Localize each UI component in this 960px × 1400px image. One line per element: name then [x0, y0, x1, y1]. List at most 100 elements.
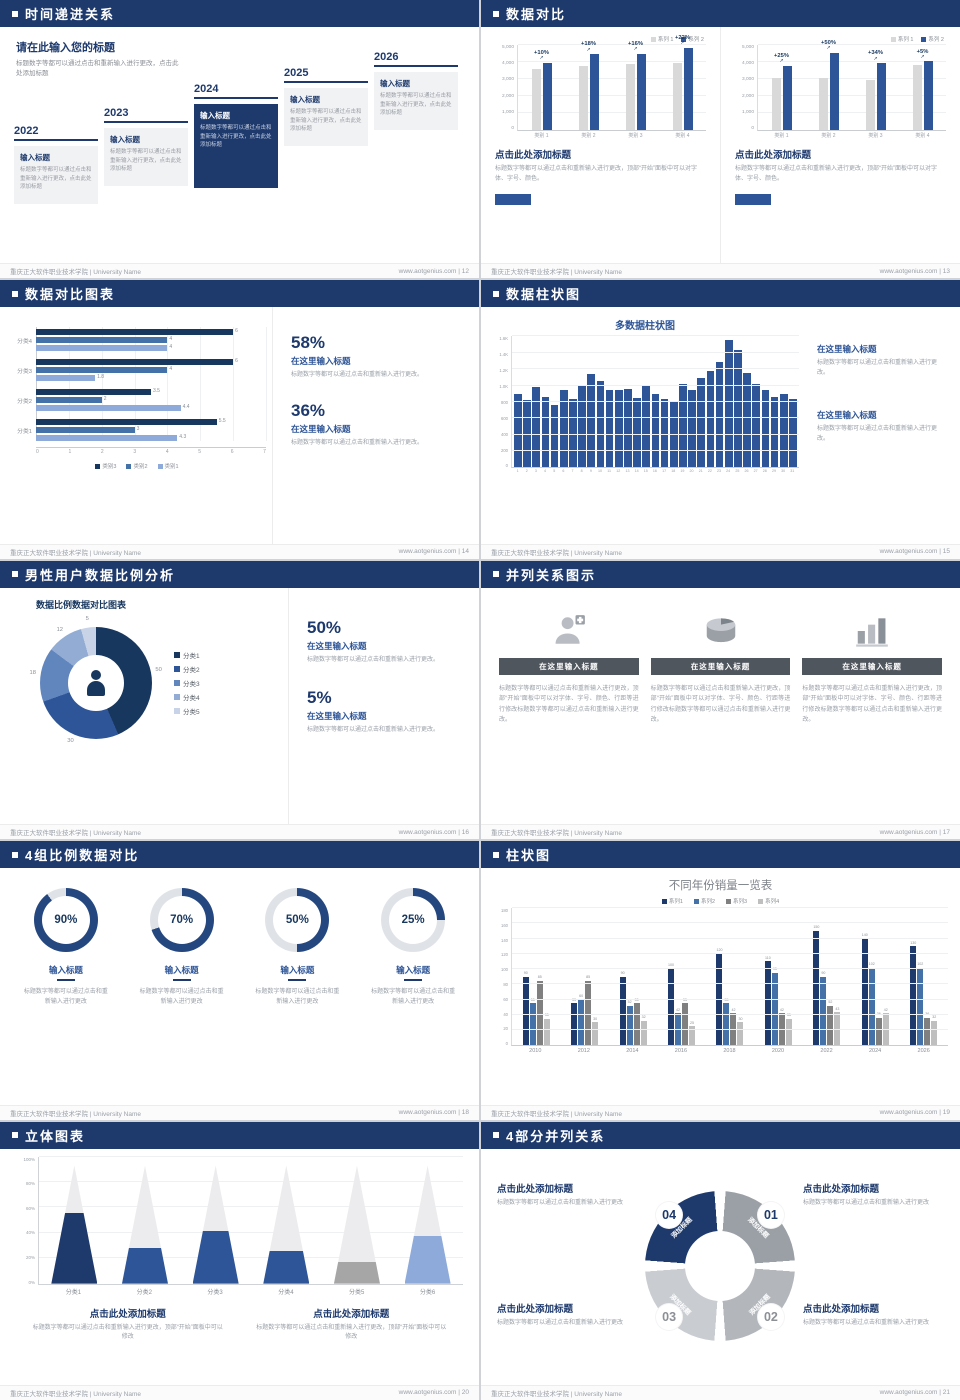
bar[interactable]	[668, 969, 675, 1046]
bar[interactable]	[651, 393, 660, 468]
bar[interactable]	[672, 62, 682, 130]
bar[interactable]	[724, 339, 733, 468]
slide-19[interactable]: 柱状图 不同年份销量一览表 系列1 系列2 系列3 系列4 180 160 140 120 1…	[481, 841, 960, 1120]
bar[interactable]	[689, 1026, 696, 1046]
bar[interactable]	[875, 1017, 882, 1046]
bar[interactable]	[924, 1017, 931, 1046]
bar[interactable]	[596, 380, 605, 468]
bar[interactable]	[550, 405, 559, 468]
bar[interactable]	[642, 384, 651, 468]
bar[interactable]	[813, 931, 820, 1046]
bar[interactable]	[737, 1022, 744, 1046]
slide-20[interactable]: 立体图表 100% 80% 60% 40% 20% 0% 分类1 分类2 分类3 分类4 分类5 分类…	[0, 1121, 479, 1400]
slide-18[interactable]: 4组比例数据对比 90% 输入标题 标题数字等都可以通过点击和重新输入进行更改 70%…	[0, 841, 479, 1120]
bar[interactable]	[578, 999, 585, 1046]
bar[interactable]	[770, 396, 779, 468]
bar[interactable]	[688, 389, 696, 468]
bar[interactable]: 4.3	[36, 434, 186, 442]
bar[interactable]	[633, 397, 641, 468]
slide-14[interactable]: 数据对比图表 分类4 6 4 4 分类3 6 4 1.8 分类2 3.5 2 4.4 分类1 5.5 3 4.…	[0, 280, 479, 559]
bar[interactable]	[542, 62, 552, 130]
bar[interactable]	[706, 370, 715, 468]
timeline-card[interactable]: 输入标题 标题数字等都可以通过点击和重新输入进行更改，点击此处添加标题	[284, 88, 368, 146]
bar[interactable]	[619, 976, 626, 1046]
bar[interactable]	[820, 976, 827, 1046]
bar[interactable]	[912, 64, 922, 130]
bar[interactable]: 6	[36, 358, 238, 366]
bar[interactable]: 3.5	[36, 388, 160, 396]
bar[interactable]	[640, 1020, 647, 1046]
bar[interactable]	[715, 361, 724, 468]
slide-12[interactable]: 时间递进关系 请在此输入您的标题 标题数字等都可以通过点击和重新输入进行更改，点…	[0, 0, 479, 279]
bar[interactable]	[723, 1003, 730, 1046]
bar[interactable]	[569, 399, 577, 468]
bar[interactable]	[752, 383, 761, 468]
bar[interactable]	[585, 980, 592, 1046]
bar[interactable]	[917, 967, 924, 1046]
bar[interactable]	[682, 1003, 689, 1046]
bar[interactable]	[589, 54, 599, 130]
bar[interactable]	[529, 1003, 536, 1046]
bar[interactable]	[827, 1005, 834, 1046]
bar[interactable]	[931, 1020, 938, 1046]
slide-15[interactable]: 数据柱状图 多数据柱状图 1.6K 1.4K 1.2K 1.0K 800 600 400 20…	[481, 280, 960, 559]
bar[interactable]: 3	[36, 426, 139, 434]
bar[interactable]: 4	[36, 344, 172, 352]
bar[interactable]	[541, 396, 550, 468]
bar[interactable]	[543, 1018, 550, 1046]
slide-17[interactable]: 并列关系图示 在这里输入标题 标题数字等都可以通过点击和重新输入进行更改，顶部“…	[481, 560, 960, 840]
bar[interactable]	[829, 52, 839, 130]
bar[interactable]	[514, 393, 522, 468]
bar[interactable]	[636, 53, 646, 130]
bar[interactable]	[779, 393, 788, 468]
bar[interactable]	[771, 78, 781, 130]
bar[interactable]	[782, 65, 792, 130]
bar[interactable]	[785, 1018, 792, 1046]
timeline-card[interactable]: 输入标题 标题数字等都可以通过点击和重新输入进行更改，点击此处添加标题	[14, 146, 98, 204]
bar[interactable]	[679, 383, 687, 468]
timeline-card[interactable]: 输入标题 标题数字等都可以通过点击和重新输入进行更改，点击此处添加标题	[374, 72, 458, 130]
bar[interactable]	[571, 1003, 578, 1046]
bar[interactable]	[771, 972, 778, 1046]
bar[interactable]	[734, 349, 742, 468]
bar[interactable]	[683, 47, 693, 130]
bar[interactable]	[876, 63, 886, 130]
bar[interactable]	[578, 65, 588, 130]
bar[interactable]	[910, 946, 917, 1046]
bar[interactable]	[592, 1022, 599, 1046]
bar[interactable]	[660, 399, 669, 468]
bar[interactable]	[614, 390, 623, 468]
bar[interactable]	[834, 1012, 841, 1046]
bar[interactable]	[522, 976, 529, 1046]
bar[interactable]	[669, 401, 678, 468]
bar[interactable]: 4	[36, 336, 172, 344]
bar[interactable]: 6	[36, 328, 238, 336]
bar[interactable]	[532, 387, 541, 468]
bar[interactable]	[633, 1003, 640, 1046]
bar[interactable]: 4.4	[36, 404, 190, 412]
bar[interactable]	[923, 61, 933, 130]
slide-21[interactable]: 4部分并列关系 点击此处添加标题 标题数字等都可以通过点击和重新输入进行更改 点…	[481, 1121, 960, 1400]
bar[interactable]	[587, 374, 596, 468]
bar[interactable]	[743, 373, 751, 468]
bar[interactable]	[578, 385, 586, 468]
bar[interactable]	[624, 388, 632, 468]
bar[interactable]	[764, 961, 771, 1046]
bar[interactable]: 1.8	[36, 374, 104, 382]
bar[interactable]	[818, 78, 828, 130]
bar[interactable]	[605, 389, 614, 468]
bar[interactable]	[536, 980, 543, 1046]
bar[interactable]	[861, 938, 868, 1046]
bar[interactable]	[761, 389, 770, 468]
bar[interactable]	[865, 80, 875, 130]
slide-16[interactable]: 男性用户数据比例分析 数据比例数据对比图表 50 30 18 12 5 分类1 分类2 分类…	[0, 560, 479, 840]
bar[interactable]: 2	[36, 396, 106, 404]
bar[interactable]	[868, 967, 875, 1046]
bar[interactable]: 5.5	[36, 418, 226, 426]
bar[interactable]	[697, 378, 706, 468]
bar[interactable]	[626, 1005, 633, 1046]
slide-13[interactable]: 数据对比 系列 1 系列 2 5,000 4,000 3,000 2,000 1,000 0 +…	[481, 0, 960, 279]
bar[interactable]: 4	[36, 366, 172, 374]
bar[interactable]	[789, 399, 797, 468]
timeline-card[interactable]: 输入标题 标题数字等都可以通过点击和重新输入进行更改，点击此处添加标题	[194, 104, 278, 188]
